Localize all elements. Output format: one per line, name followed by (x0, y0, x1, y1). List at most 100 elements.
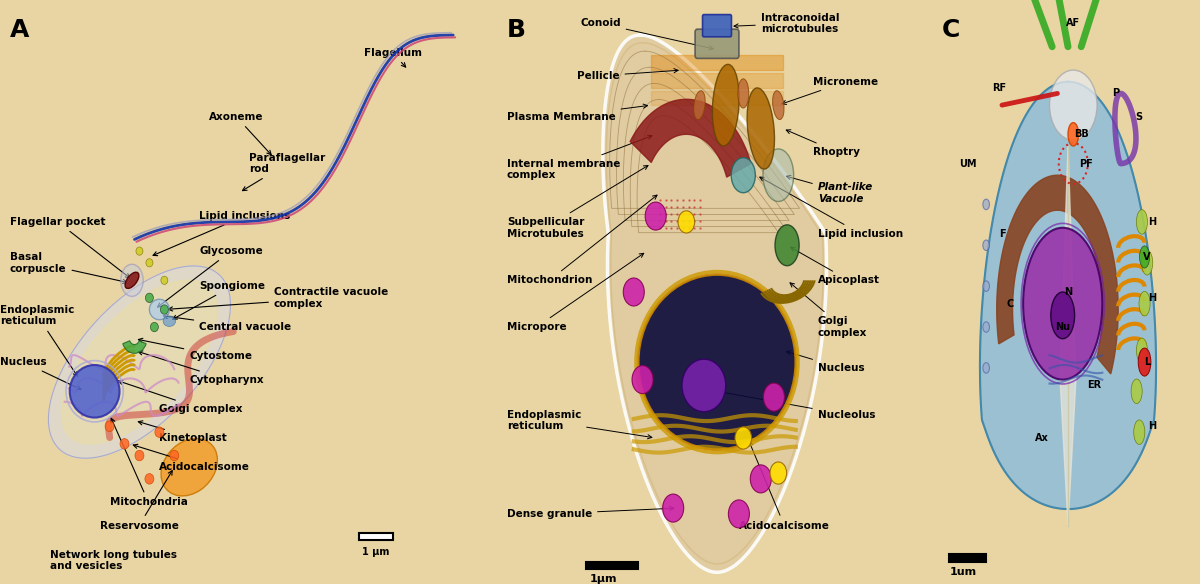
Ellipse shape (145, 293, 154, 303)
Ellipse shape (163, 316, 175, 326)
Text: Mitochondria: Mitochondria (109, 418, 187, 507)
Ellipse shape (161, 439, 217, 496)
Ellipse shape (731, 158, 755, 193)
Text: C: C (941, 18, 960, 41)
Ellipse shape (170, 450, 179, 461)
Ellipse shape (713, 64, 739, 146)
Ellipse shape (983, 363, 990, 373)
Text: Reservosome: Reservosome (100, 471, 179, 531)
Text: Golgi
complex: Golgi complex (790, 283, 868, 338)
Text: Central vacuole: Central vacuole (163, 314, 292, 332)
Ellipse shape (121, 264, 143, 297)
Text: Kinetoplast: Kinetoplast (138, 421, 227, 443)
Ellipse shape (1134, 420, 1145, 444)
Text: Golgi complex: Golgi complex (119, 380, 242, 414)
Ellipse shape (161, 305, 168, 314)
Ellipse shape (1068, 123, 1079, 146)
Ellipse shape (70, 365, 120, 418)
Ellipse shape (728, 500, 750, 528)
Ellipse shape (120, 439, 128, 449)
Ellipse shape (150, 322, 158, 332)
FancyBboxPatch shape (695, 29, 739, 58)
Text: Mitochondrion: Mitochondrion (506, 195, 658, 286)
Text: Apicoplast: Apicoplast (791, 247, 880, 286)
Ellipse shape (775, 225, 799, 266)
Text: Contractile vacuole
complex: Contractile vacuole complex (168, 287, 388, 311)
Ellipse shape (1051, 292, 1075, 339)
Text: Lipid inclusions: Lipid inclusions (154, 211, 290, 256)
Text: Dense granule: Dense granule (506, 506, 673, 519)
Ellipse shape (632, 366, 653, 394)
Ellipse shape (1136, 338, 1147, 363)
Text: S: S (1135, 112, 1142, 122)
Text: A: A (10, 18, 29, 41)
Polygon shape (980, 82, 1156, 509)
Ellipse shape (763, 383, 785, 411)
Text: Flagellum: Flagellum (364, 47, 421, 67)
Ellipse shape (1050, 70, 1097, 140)
Ellipse shape (983, 322, 990, 332)
Ellipse shape (738, 79, 749, 108)
Ellipse shape (134, 450, 144, 461)
Text: 1um: 1um (949, 567, 977, 578)
Ellipse shape (750, 465, 772, 493)
Text: Plasma Membrane: Plasma Membrane (506, 104, 648, 122)
Ellipse shape (106, 421, 114, 432)
Text: Network long tubules
and vesicles: Network long tubules and vesicles (50, 550, 176, 571)
Text: Micropore: Micropore (506, 253, 643, 332)
Wedge shape (122, 340, 146, 353)
Polygon shape (602, 35, 827, 572)
Ellipse shape (773, 91, 784, 120)
Text: PF: PF (1080, 158, 1093, 169)
Text: ER: ER (1087, 380, 1102, 391)
Text: 1μm: 1μm (590, 574, 618, 584)
Ellipse shape (638, 274, 796, 450)
Ellipse shape (662, 494, 684, 522)
Text: H: H (1148, 217, 1157, 227)
Ellipse shape (983, 281, 990, 291)
Text: Endoplasmic
reticulum: Endoplasmic reticulum (0, 305, 78, 376)
Text: Conoid: Conoid (580, 18, 713, 50)
Ellipse shape (1024, 228, 1103, 380)
FancyBboxPatch shape (702, 15, 732, 37)
Ellipse shape (155, 427, 164, 437)
Text: L: L (1144, 357, 1151, 367)
Text: Nucleus: Nucleus (786, 351, 864, 373)
Ellipse shape (763, 149, 793, 201)
Polygon shape (61, 280, 217, 444)
Ellipse shape (734, 427, 751, 449)
Ellipse shape (136, 247, 143, 255)
Text: F: F (998, 228, 1006, 239)
Text: Pellicle: Pellicle (577, 68, 678, 81)
Ellipse shape (149, 300, 169, 320)
Ellipse shape (125, 272, 139, 288)
Text: Subpellicular
Microtubules: Subpellicular Microtubules (506, 165, 648, 238)
Text: Intraconoidal
microtubules: Intraconoidal microtubules (734, 13, 839, 34)
Ellipse shape (1140, 246, 1150, 268)
Text: Glycosome: Glycosome (157, 246, 263, 307)
Ellipse shape (1141, 251, 1153, 275)
Text: UM: UM (959, 158, 977, 169)
FancyBboxPatch shape (586, 562, 638, 569)
Text: Cytostome: Cytostome (138, 338, 252, 361)
Ellipse shape (1136, 210, 1147, 234)
Text: Axoneme: Axoneme (209, 112, 271, 155)
Text: Ax: Ax (1034, 433, 1049, 443)
Ellipse shape (694, 91, 706, 120)
Ellipse shape (748, 88, 774, 169)
Text: H: H (1148, 421, 1157, 432)
Text: Flagellar pocket: Flagellar pocket (10, 217, 130, 278)
Ellipse shape (145, 474, 154, 484)
Polygon shape (1060, 146, 1076, 526)
Text: Basal
corpuscle: Basal corpuscle (10, 252, 127, 283)
Text: Internal membrane
complex: Internal membrane complex (506, 135, 652, 180)
Text: Cytopharynx: Cytopharynx (138, 351, 264, 385)
Text: AF: AF (1067, 18, 1080, 29)
Text: Acidocalcisome: Acidocalcisome (739, 442, 829, 531)
Ellipse shape (770, 462, 787, 484)
Text: Nucleolus: Nucleolus (721, 391, 875, 420)
Polygon shape (48, 266, 230, 458)
Text: Acidocalcisome: Acidocalcisome (133, 444, 251, 472)
Ellipse shape (623, 278, 644, 306)
Ellipse shape (983, 240, 990, 251)
